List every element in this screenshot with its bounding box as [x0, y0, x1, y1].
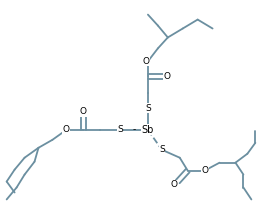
- Text: S: S: [159, 145, 165, 154]
- Text: O: O: [170, 180, 177, 189]
- Text: O: O: [80, 107, 87, 117]
- Text: O: O: [163, 72, 170, 81]
- Text: S: S: [145, 103, 151, 113]
- Text: O: O: [142, 57, 149, 66]
- Text: S: S: [117, 125, 123, 134]
- Text: O: O: [201, 166, 208, 175]
- Text: Sb: Sb: [142, 125, 154, 135]
- Text: O: O: [63, 125, 70, 134]
- Text: -: -: [132, 125, 136, 134]
